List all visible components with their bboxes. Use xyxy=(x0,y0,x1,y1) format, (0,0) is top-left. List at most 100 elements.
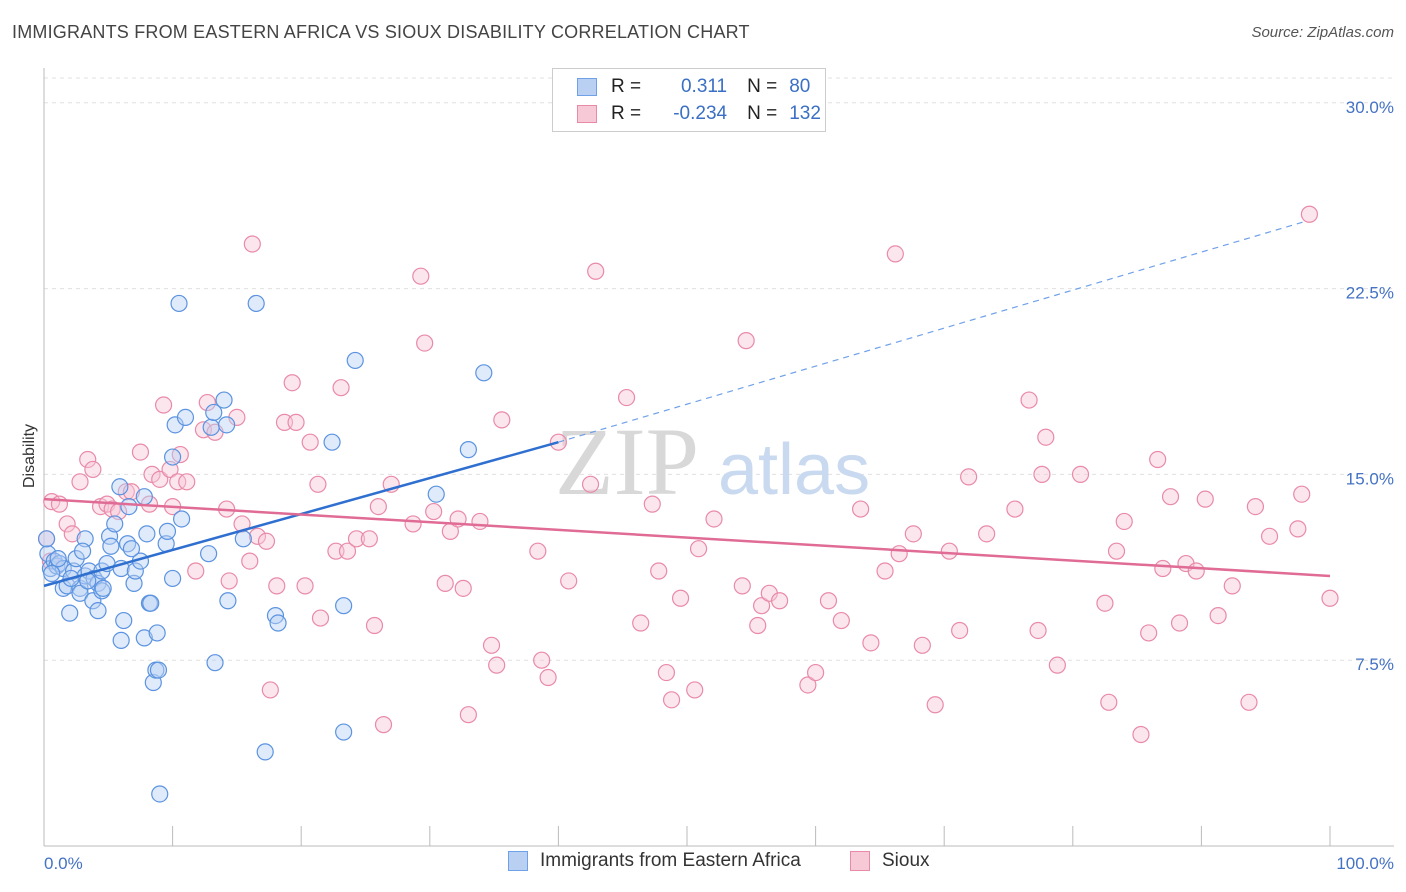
correlation-legend: R = 0.311 N = 80 R = -0.234 N = 132 xyxy=(552,68,826,132)
sioux-point xyxy=(404,515,422,533)
y-tick-label: 22.5% xyxy=(1346,284,1394,303)
sioux-point xyxy=(243,235,261,253)
sioux-point xyxy=(1187,562,1205,580)
sioux-point xyxy=(1140,624,1158,642)
sioux-point xyxy=(671,589,690,607)
sioux-point xyxy=(960,468,978,486)
sioux-point xyxy=(533,651,551,669)
eastern-africa-point xyxy=(170,294,188,313)
sioux-point xyxy=(296,577,314,595)
sioux-point xyxy=(154,396,173,414)
eastern-africa-point xyxy=(346,351,364,370)
eastern-africa-point xyxy=(120,497,138,516)
eastern-africa-point xyxy=(61,604,79,622)
sioux-point xyxy=(58,515,76,533)
eastern-africa-point xyxy=(247,294,265,313)
sioux-point xyxy=(1107,542,1126,560)
eastern-africa-point xyxy=(269,614,287,632)
sioux-point xyxy=(1020,391,1038,409)
sioux-point xyxy=(1293,485,1311,503)
eastern-africa-point xyxy=(73,542,92,560)
sioux-point xyxy=(978,525,996,543)
sioux-point xyxy=(425,502,443,521)
sioux-point xyxy=(819,592,838,610)
bottom-legend-label-sioux: Sioux xyxy=(882,850,930,871)
sioux-point xyxy=(338,542,357,560)
sioux-point xyxy=(369,497,387,516)
sioux-point xyxy=(412,267,430,285)
sioux-point xyxy=(151,470,169,488)
watermark-atlas: atlas xyxy=(718,430,870,510)
sioux-point xyxy=(241,552,259,570)
eastern-africa-point xyxy=(49,550,67,568)
sioux-point xyxy=(1154,559,1172,578)
sioux-point xyxy=(436,574,454,592)
sioux-point xyxy=(752,597,771,615)
sioux-point xyxy=(131,443,150,461)
legend-r-label: R = xyxy=(611,76,642,97)
sioux-point xyxy=(1246,497,1265,516)
eastern-africa-point xyxy=(459,441,477,459)
sioux-point xyxy=(529,542,547,560)
sioux-point xyxy=(287,413,305,431)
sioux-point xyxy=(347,530,366,548)
eastern-africa-point xyxy=(138,525,156,543)
legend-swatch-sioux xyxy=(577,105,597,123)
eastern-africa-point xyxy=(148,624,166,642)
eastern-africa-point xyxy=(219,592,237,610)
x-tick-label: 0.0% xyxy=(44,854,83,873)
bottom-legend-label-eastern-africa: Immigrants from Eastern Africa xyxy=(540,850,801,871)
sioux-point xyxy=(311,609,330,627)
eastern-africa-point xyxy=(164,448,182,466)
eastern-africa-point xyxy=(125,574,143,592)
sioux-point xyxy=(737,332,755,350)
bottom-legend-swatch-sioux xyxy=(850,851,870,871)
eastern-africa-point xyxy=(205,403,223,422)
sioux-point xyxy=(913,636,931,654)
sioux-point xyxy=(657,663,676,682)
sioux-point xyxy=(1300,205,1319,223)
sioux-point xyxy=(904,525,922,543)
tick-labels: 7.5% 15.0% 22.5% 30.0% 0.0% 100.0% xyxy=(44,98,1394,873)
sioux-point xyxy=(852,500,870,518)
eastern-africa-point xyxy=(202,418,220,436)
sioux-point xyxy=(832,611,850,630)
sioux-point xyxy=(539,668,557,687)
y-tick-label: 30.0% xyxy=(1346,98,1394,117)
sioux-point xyxy=(178,473,196,491)
eastern-africa-point xyxy=(126,562,144,580)
sioux-point xyxy=(1071,465,1090,483)
watermark-zip: ZIP xyxy=(555,408,699,515)
eastern-africa-point xyxy=(200,545,218,563)
sioux-point xyxy=(84,460,102,479)
sioux-point xyxy=(1100,693,1118,711)
eastern-africa-point xyxy=(427,485,445,503)
sioux-point xyxy=(1096,594,1114,612)
trend-lines xyxy=(43,221,1331,588)
eastern-africa-point xyxy=(89,602,107,620)
legend-r-value: 0.311 xyxy=(680,76,728,97)
y-axis-title: Disability xyxy=(21,424,38,488)
sioux-point xyxy=(365,616,384,635)
sioux-point xyxy=(454,579,472,597)
sioux-point xyxy=(374,716,393,734)
legend-swatch-eastern-africa xyxy=(577,78,597,96)
axes xyxy=(43,68,1394,847)
sioux-point xyxy=(886,245,904,263)
bottom-legend-eastern-africa[interactable]: Immigrants from Eastern Africa xyxy=(508,850,801,872)
eastern-africa-point xyxy=(135,488,153,506)
eastern-africa-point xyxy=(176,408,195,427)
sioux-point xyxy=(1149,450,1167,469)
sioux-point xyxy=(662,691,681,709)
sioux-point xyxy=(268,577,286,595)
sioux-point xyxy=(749,616,767,635)
bottom-legend-sioux[interactable]: Sioux xyxy=(850,850,930,872)
sioux-point xyxy=(1223,577,1241,595)
legend-r-label: R = xyxy=(611,103,642,124)
eastern-africa-point xyxy=(173,510,191,528)
eastern-africa-point xyxy=(94,579,112,597)
eastern-africa-point xyxy=(71,584,89,602)
eastern-africa-point xyxy=(43,564,61,583)
sioux-point xyxy=(1132,725,1150,744)
eastern-africa-point xyxy=(122,540,141,558)
